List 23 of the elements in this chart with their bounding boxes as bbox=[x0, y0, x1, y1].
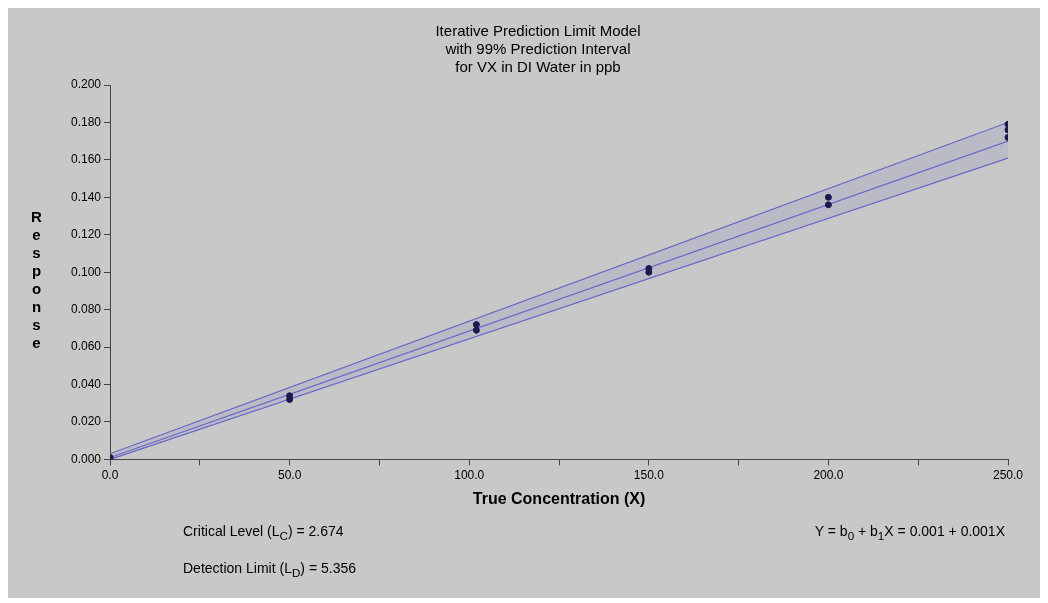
x-tick-label: 250.0 bbox=[992, 467, 1024, 482]
x-tick-label: 100.0 bbox=[454, 467, 485, 482]
y-tick-label: 0.200 bbox=[71, 77, 102, 92]
x-axis-title: True Concentration (X) bbox=[472, 489, 646, 507]
x-tick-label: 50.0 bbox=[277, 467, 302, 482]
y-tick-label: 0.120 bbox=[71, 227, 102, 242]
chart-title: Iterative Prediction Limit Model with 99% Prediction Interval for VX in DI Water in ppb bbox=[435, 22, 641, 76]
y-tick-label: 0.160 bbox=[71, 152, 102, 167]
y-tick-label: 0.000 bbox=[71, 451, 102, 466]
y-axis-title: Response bbox=[28, 208, 45, 352]
y-tick-label: 0.020 bbox=[71, 414, 102, 429]
y-tick-label: 0.040 bbox=[71, 376, 102, 391]
y-tick-label: 0.060 bbox=[71, 339, 102, 354]
text: Critical Level (L$_{C}$) = 2.674 bbox=[183, 523, 344, 542]
y-tick-label: 0.180 bbox=[71, 114, 102, 129]
text: Detection Limit (L$_{D}$) = 5.356 bbox=[183, 560, 357, 579]
y-tick-label: 0.140 bbox=[71, 189, 102, 204]
y-tick-label: 0.100 bbox=[71, 264, 102, 279]
x-tick-label: 150.0 bbox=[633, 467, 665, 482]
y-tick-label: 0.080 bbox=[71, 301, 102, 316]
x-tick-label: 200.0 bbox=[813, 467, 844, 482]
text: Y = b$_{0}$ + b$_{1}$X = 0.001 + 0.001X bbox=[814, 523, 1005, 542]
x-tick-label: 0.0 bbox=[101, 467, 119, 482]
